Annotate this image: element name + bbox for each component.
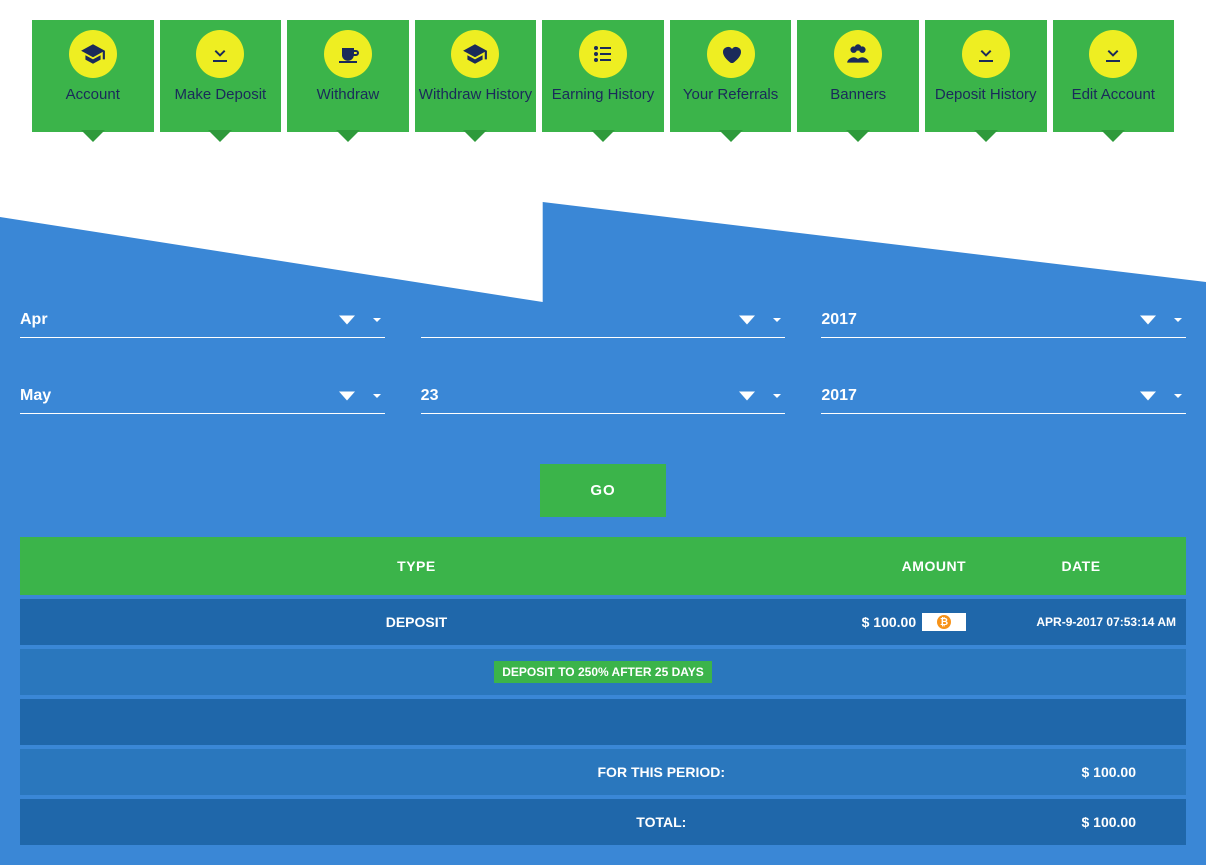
nav-label: Banners — [826, 86, 890, 103]
graduation-icon — [69, 30, 117, 78]
graduation-icon — [451, 30, 499, 78]
row-type: DEPOSIT — [20, 614, 813, 630]
nav-label: Edit Account — [1068, 86, 1159, 103]
row-amount: $ 100.00 ₿ — [813, 613, 976, 631]
from-month-select[interactable]: Apr — [20, 302, 385, 338]
from-day-select[interactable] — [421, 302, 786, 338]
date-filters: Apr 2017 May 23 — [0, 302, 1206, 414]
nav-banners[interactable]: Banners — [797, 20, 919, 132]
download-icon — [962, 30, 1010, 78]
heart-icon — [707, 30, 755, 78]
chevron-down-icon — [739, 391, 755, 400]
to-year-value: 2017 — [821, 387, 857, 405]
download-icon — [196, 30, 244, 78]
nav-label: Make Deposit — [170, 86, 270, 103]
nav-label: Your Referrals — [679, 86, 782, 103]
go-button[interactable]: GO — [540, 464, 665, 517]
from-year-select[interactable]: 2017 — [821, 302, 1186, 338]
to-row: May 23 2017 — [20, 378, 1186, 414]
nav-deposit-history[interactable]: Deposit History — [925, 20, 1047, 132]
chevron-down-icon — [339, 315, 355, 324]
nav-account[interactable]: Account — [32, 20, 154, 132]
chevron-down-icon — [739, 315, 755, 324]
list-icon — [579, 30, 627, 78]
diagonal-header — [0, 202, 1206, 302]
nav-withdraw[interactable]: Withdraw — [287, 20, 409, 132]
to-day-value: 23 — [421, 387, 439, 405]
to-month-value: May — [20, 387, 51, 405]
nav-label: Earning History — [548, 86, 659, 103]
chevron-down-icon — [1140, 315, 1156, 324]
row-amount-value: $ 100.00 — [862, 614, 917, 630]
nav-row: Account Make Deposit Withdraw Withdraw H… — [0, 0, 1206, 132]
nav-label: Withdraw History — [415, 86, 536, 103]
chevron-down-icon — [373, 318, 381, 322]
table-row: DEPOSIT $ 100.00 ₿ APR-9-2017 07:53:14 A… — [20, 599, 1186, 645]
filter-section: Apr 2017 May 23 — [0, 202, 1206, 865]
users-icon — [834, 30, 882, 78]
plan-row: DEPOSIT TO 250% AFTER 25 DAYS — [20, 649, 1186, 695]
row-date: APR-9-2017 07:53:14 AM — [976, 615, 1186, 629]
chevron-down-icon — [1174, 318, 1182, 322]
nav-make-deposit[interactable]: Make Deposit — [160, 20, 282, 132]
header-amount: AMOUNT — [813, 558, 976, 574]
summary-period: FOR THIS PERIOD: $ 100.00 — [20, 749, 1186, 795]
empty-row — [20, 699, 1186, 745]
nav-label: Withdraw — [313, 86, 384, 103]
to-month-select[interactable]: May — [20, 378, 385, 414]
history-table: TYPE AMOUNT DATE DEPOSIT $ 100.00 ₿ APR-… — [0, 537, 1206, 845]
nav-edit-account[interactable]: Edit Account — [1053, 20, 1175, 132]
cup-icon — [324, 30, 372, 78]
download-icon — [1089, 30, 1137, 78]
chevron-down-icon — [773, 394, 781, 398]
plan-badge: DEPOSIT TO 250% AFTER 25 DAYS — [494, 661, 712, 683]
table-header: TYPE AMOUNT DATE — [20, 537, 1186, 595]
from-month-value: Apr — [20, 311, 48, 329]
summary-total: TOTAL: $ 100.00 — [20, 799, 1186, 845]
chevron-down-icon — [373, 394, 381, 398]
bitcoin-icon: ₿ — [922, 613, 966, 631]
period-label: FOR THIS PERIOD: — [20, 764, 976, 780]
chevron-down-icon — [1140, 391, 1156, 400]
period-value: $ 100.00 — [976, 764, 1186, 780]
nav-your-referrals[interactable]: Your Referrals — [670, 20, 792, 132]
header-date: DATE — [976, 558, 1186, 574]
header-type: TYPE — [20, 558, 813, 574]
chevron-down-icon — [773, 318, 781, 322]
nav-earning-history[interactable]: Earning History — [542, 20, 664, 132]
nav-label: Account — [62, 86, 124, 103]
to-year-select[interactable]: 2017 — [821, 378, 1186, 414]
chevron-down-icon — [339, 391, 355, 400]
from-year-value: 2017 — [821, 311, 857, 329]
nav-withdraw-history[interactable]: Withdraw History — [415, 20, 537, 132]
chevron-down-icon — [1174, 394, 1182, 398]
from-row: Apr 2017 — [20, 302, 1186, 338]
total-value: $ 100.00 — [976, 814, 1186, 830]
total-label: TOTAL: — [20, 814, 976, 830]
to-day-select[interactable]: 23 — [421, 378, 786, 414]
nav-label: Deposit History — [931, 86, 1041, 103]
